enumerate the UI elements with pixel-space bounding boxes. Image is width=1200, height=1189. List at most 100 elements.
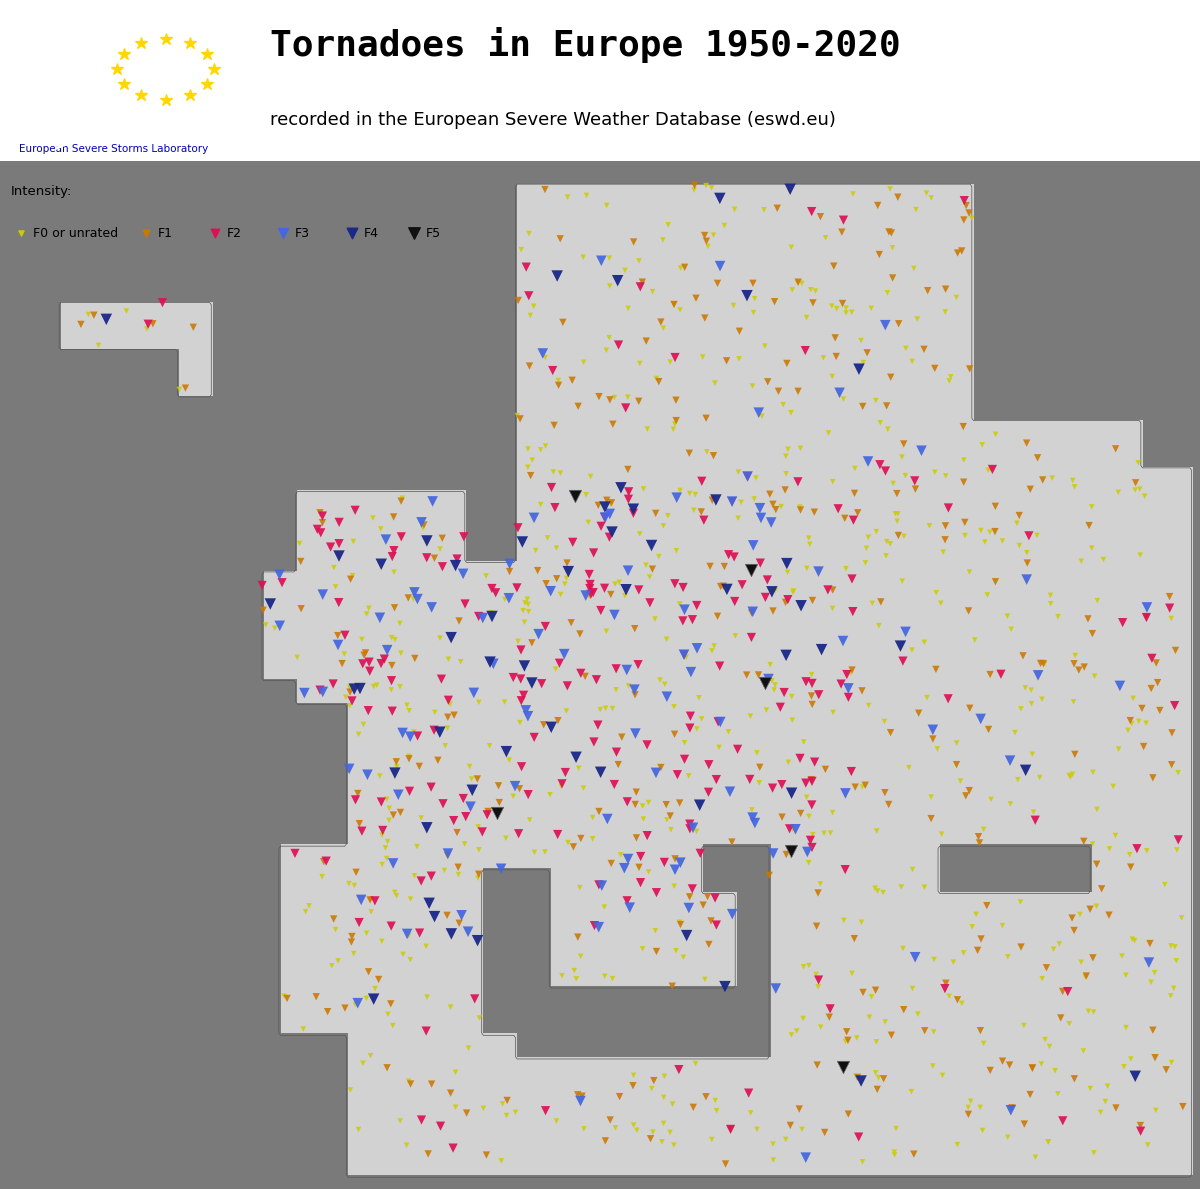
Point (326, 920, 346, 939)
Point (598, 491, 617, 510)
Point (848, 503, 868, 522)
Point (684, 818, 703, 837)
Point (773, 775, 792, 794)
Point (596, 341, 616, 360)
Point (515, 656, 534, 675)
Point (1126, 473, 1145, 492)
Point (871, 414, 890, 433)
Point (294, 1019, 313, 1038)
Point (828, 499, 847, 518)
Text: F5: F5 (426, 227, 442, 239)
Point (730, 350, 749, 369)
Point (329, 547, 348, 566)
Point (707, 770, 726, 789)
Point (524, 509, 544, 528)
Point (418, 531, 437, 551)
Point (707, 916, 726, 935)
Point (1064, 654, 1084, 673)
Point (562, 614, 581, 633)
Point (371, 609, 390, 628)
Point (438, 707, 457, 726)
Point (516, 593, 535, 612)
Point (954, 417, 973, 436)
Point (666, 411, 685, 430)
Point (329, 951, 348, 970)
Point (809, 883, 828, 902)
Point (638, 793, 658, 812)
Point (605, 605, 624, 624)
Point (584, 543, 604, 562)
Point (953, 994, 972, 1013)
Point (803, 696, 822, 715)
Point (737, 287, 756, 306)
Point (595, 1132, 614, 1151)
Point (460, 757, 479, 776)
Point (618, 792, 637, 811)
Point (1021, 680, 1040, 699)
Point (775, 480, 794, 499)
Point (595, 579, 614, 598)
Point (839, 679, 858, 698)
Point (1121, 711, 1140, 730)
Point (1096, 1092, 1115, 1111)
Point (589, 918, 608, 937)
Point (1163, 723, 1182, 742)
Point (750, 757, 769, 776)
Point (815, 1122, 834, 1141)
Point (520, 287, 539, 306)
Point (749, 403, 768, 422)
Point (514, 602, 533, 621)
Point (802, 686, 821, 705)
Point (673, 611, 692, 630)
Point (376, 838, 395, 857)
Point (708, 273, 727, 292)
Point (1064, 692, 1084, 711)
Point (654, 1088, 673, 1107)
Point (1039, 1132, 1058, 1151)
Point (253, 600, 272, 619)
Point (386, 753, 406, 772)
Point (1110, 677, 1129, 696)
Point (978, 585, 997, 604)
Point (924, 1023, 943, 1042)
Point (721, 1120, 740, 1139)
Point (469, 1008, 488, 1027)
Point (379, 799, 398, 818)
Point (906, 200, 925, 219)
Point (469, 841, 488, 860)
Point (518, 785, 538, 804)
Point (755, 200, 774, 219)
Point (326, 578, 346, 597)
Point (1033, 654, 1052, 673)
Point (916, 1021, 935, 1040)
Point (432, 669, 451, 688)
Point (320, 537, 340, 556)
Point (947, 734, 966, 753)
Point (750, 498, 769, 517)
Point (595, 497, 614, 516)
Point (1157, 1061, 1176, 1080)
Point (625, 795, 644, 814)
Point (792, 273, 811, 292)
Point (894, 527, 913, 546)
Point (692, 472, 712, 491)
Point (348, 994, 367, 1013)
Point (853, 353, 872, 372)
Point (384, 508, 403, 527)
Point (878, 283, 898, 302)
Point (1066, 646, 1085, 665)
Point (595, 898, 614, 917)
Point (662, 1095, 682, 1114)
Point (666, 849, 685, 868)
Point (780, 819, 799, 838)
Point (359, 962, 378, 981)
Point (706, 373, 725, 392)
Point (788, 382, 808, 401)
Point (1032, 690, 1051, 709)
Point (547, 1112, 566, 1131)
Point (424, 492, 443, 511)
Point (610, 573, 629, 592)
Point (438, 847, 457, 866)
Point (803, 294, 822, 313)
Point (682, 662, 701, 681)
